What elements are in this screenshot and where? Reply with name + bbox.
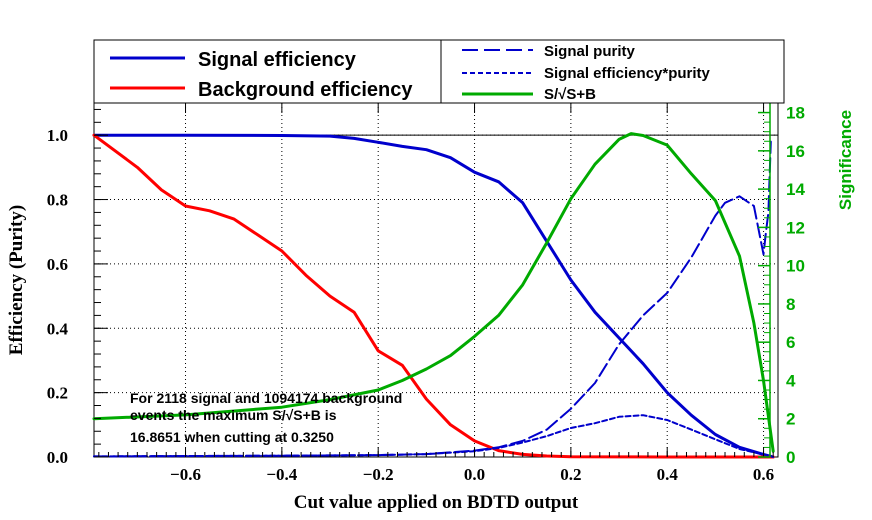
right-tick-label: 10 [786, 257, 805, 276]
right-tick-label: 18 [786, 104, 805, 123]
legend-label-signal-purity: Signal purity [544, 43, 636, 60]
y-tick-label: 0.4 [47, 319, 69, 338]
legend: Signal efficiency Background efficiency … [93, 39, 785, 104]
plot-area [93, 102, 779, 458]
annotation-line-1: For 2118 signal and 1094174 background [130, 390, 402, 406]
right-axis-title: Significance [836, 110, 855, 210]
x-tick-label: −0.4 [266, 465, 297, 484]
y-axis-title: Efficiency (Purity) [6, 205, 27, 355]
series-signal-efficiency [92, 133, 775, 459]
x-axis-title: Cut value applied on BDTD output [294, 492, 579, 513]
annotation: For 2118 signal and 1094174 background e… [130, 390, 402, 445]
legend-box [93, 39, 785, 104]
right-tick-label: 16 [786, 142, 805, 161]
right-tick-label: 14 [786, 180, 805, 199]
right-tick-label: 4 [786, 371, 796, 390]
annotation-line-2: events the maximum S/√S+B is [130, 407, 337, 423]
series-s-s-b [92, 132, 775, 453]
annotation-line-3: 16.8651 when cutting at 0.3250 [130, 429, 334, 445]
axes: −0.6 −0.4 −0.2 0.0 0.2 0.4 0.6 0.0 0.2 0.4 0.6 0.8 1… [47, 102, 805, 484]
x-tick-label: 0.2 [560, 465, 581, 484]
x-tick-label: 0.4 [657, 465, 679, 484]
y-tick-label: 0.6 [47, 255, 68, 274]
y-tick-label: 0.2 [47, 384, 68, 403]
legend-label-signal-efficiency: Signal efficiency [198, 49, 357, 71]
series-layer [92, 132, 775, 459]
series-background-efficiency [92, 133, 775, 459]
right-tick-label: 6 [786, 333, 795, 352]
right-tick-label: 2 [786, 410, 795, 429]
series-signal-efficiency-purity [93, 414, 775, 458]
x-tick-label: 0.6 [753, 465, 774, 484]
right-tick-label: 8 [786, 295, 795, 314]
y-tick-label: 1.0 [47, 126, 68, 145]
legend-label-significance: S/√S+B [544, 86, 596, 103]
right-tick-label: 0 [786, 448, 795, 467]
x-tick-label: −0.6 [170, 465, 201, 484]
x-tick-label: −0.2 [363, 465, 394, 484]
right-tick-label: 12 [786, 218, 805, 237]
legend-label-background-efficiency: Background efficiency [198, 79, 413, 101]
x-tick-label: 0.0 [464, 465, 485, 484]
y-tick-label: 0.8 [47, 191, 68, 210]
legend-label-signal-efficiency-purity: Signal efficiency*purity [544, 65, 711, 82]
y-tick-label: 0.0 [47, 448, 68, 467]
